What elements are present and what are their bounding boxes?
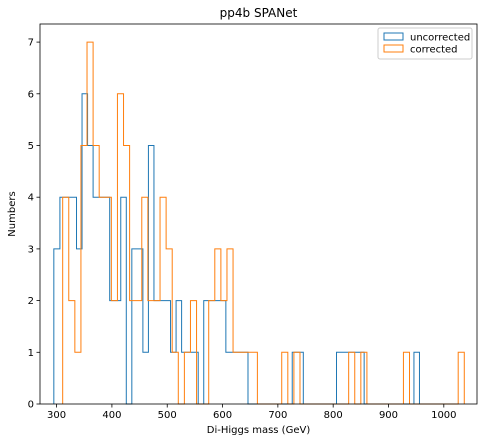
y-tick-label: 7 (28, 38, 34, 49)
y-tick-label: 6 (28, 89, 34, 100)
y-tick-label: 5 (28, 141, 34, 152)
x-tick-label: 800 (324, 410, 343, 421)
y-tick-label: 1 (28, 348, 34, 359)
x-axis-label: Di-Higgs mass (GeV) (207, 425, 311, 436)
x-tick-label: 400 (102, 410, 121, 421)
y-axis-label: Numbers (7, 191, 18, 236)
y-tick-label: 0 (28, 400, 34, 411)
x-tick-label: 900 (379, 410, 398, 421)
y-tick-label: 4 (28, 193, 34, 204)
x-tick-label: 600 (213, 410, 232, 421)
legend-swatch-uncorrected (383, 32, 404, 41)
legend-swatch-corrected (383, 44, 404, 53)
x-tick-label: 500 (158, 410, 177, 421)
y-tick-label: 3 (28, 244, 34, 255)
x-tick-label: 300 (47, 410, 66, 421)
x-tick-label: 700 (268, 410, 287, 421)
ticks-layer: 300 400 500 600 700 800 900 1000 0 1 2 3 4 5 6 7 (28, 38, 457, 421)
plot-frame (39, 23, 478, 405)
x-tick-label: 1000 (431, 410, 456, 421)
legend-box (377, 27, 473, 60)
legend-label-corrected: corrected (410, 45, 458, 56)
legend-label-uncorrected: uncorrected (410, 33, 470, 44)
y-tick-label: 2 (28, 296, 34, 307)
chart-title: pp4b SPANet (220, 6, 298, 20)
